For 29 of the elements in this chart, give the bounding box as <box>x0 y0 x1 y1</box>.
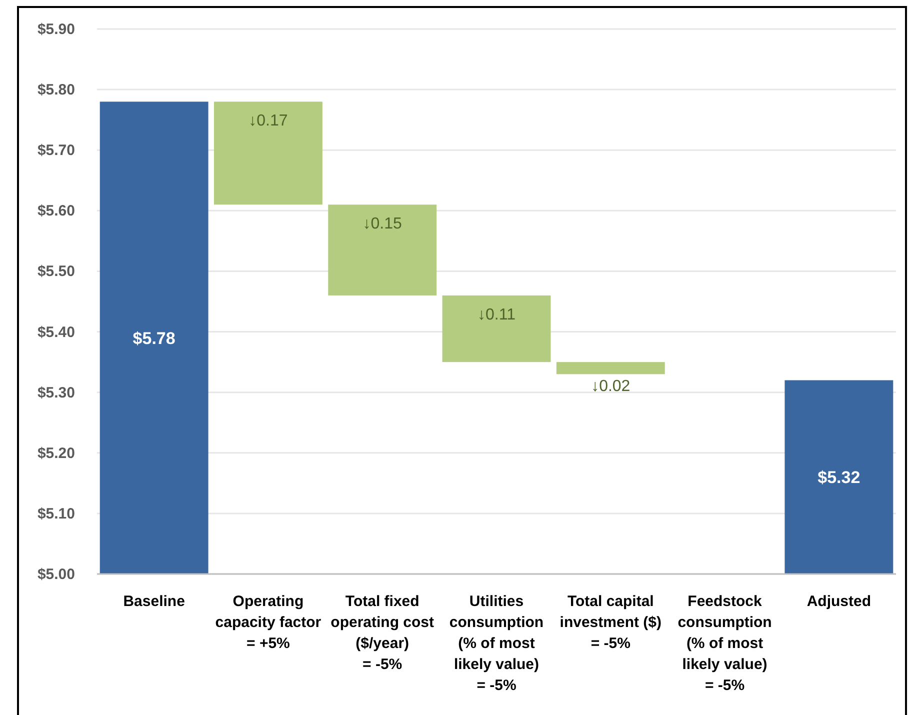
x-tick-label: Adjusted <box>806 593 872 610</box>
data-label: $5.32 <box>818 468 860 488</box>
y-tick-label: $5.70 <box>37 142 75 160</box>
y-tick-label: $5.60 <box>37 202 75 220</box>
y-tick-label: $5.80 <box>37 82 75 99</box>
data-label: $5.78 <box>132 328 176 348</box>
bar <box>328 204 437 296</box>
x-tick-label: Total capital investment ($) = -5% <box>560 593 662 652</box>
bar <box>784 380 894 574</box>
data-label: ↓0.11 <box>478 306 516 324</box>
x-tick-label: Feedstock consumption (% of most likely value) = -5% <box>678 593 772 694</box>
x-tick-label: Operating capacity factor = +5% <box>215 593 322 652</box>
y-tick-label: $5.30 <box>37 384 75 402</box>
x-tick-label: Baseline <box>123 593 185 610</box>
y-tick-label: $5.00 <box>37 566 75 583</box>
data-label: ↓0.15 <box>362 216 402 233</box>
data-label: ↓0.17 <box>248 112 288 130</box>
bar <box>214 102 322 205</box>
x-tick-label: Utilities consumption (% of most likely value) = -5% <box>449 593 544 694</box>
y-tick-label: $5.40 <box>37 324 75 341</box>
y-tick-label: $5.90 <box>37 21 75 38</box>
data-label: ↓0.02 <box>591 378 630 396</box>
bar <box>100 102 208 574</box>
bar <box>442 295 551 362</box>
bar <box>556 362 665 374</box>
y-tick-label: $5.10 <box>37 505 75 522</box>
y-tick-label: $5.20 <box>37 444 75 462</box>
y-tick-label: $5.50 <box>37 263 75 280</box>
x-tick-label: Total fixed operating cost ($/year) = -5% <box>330 593 434 673</box>
